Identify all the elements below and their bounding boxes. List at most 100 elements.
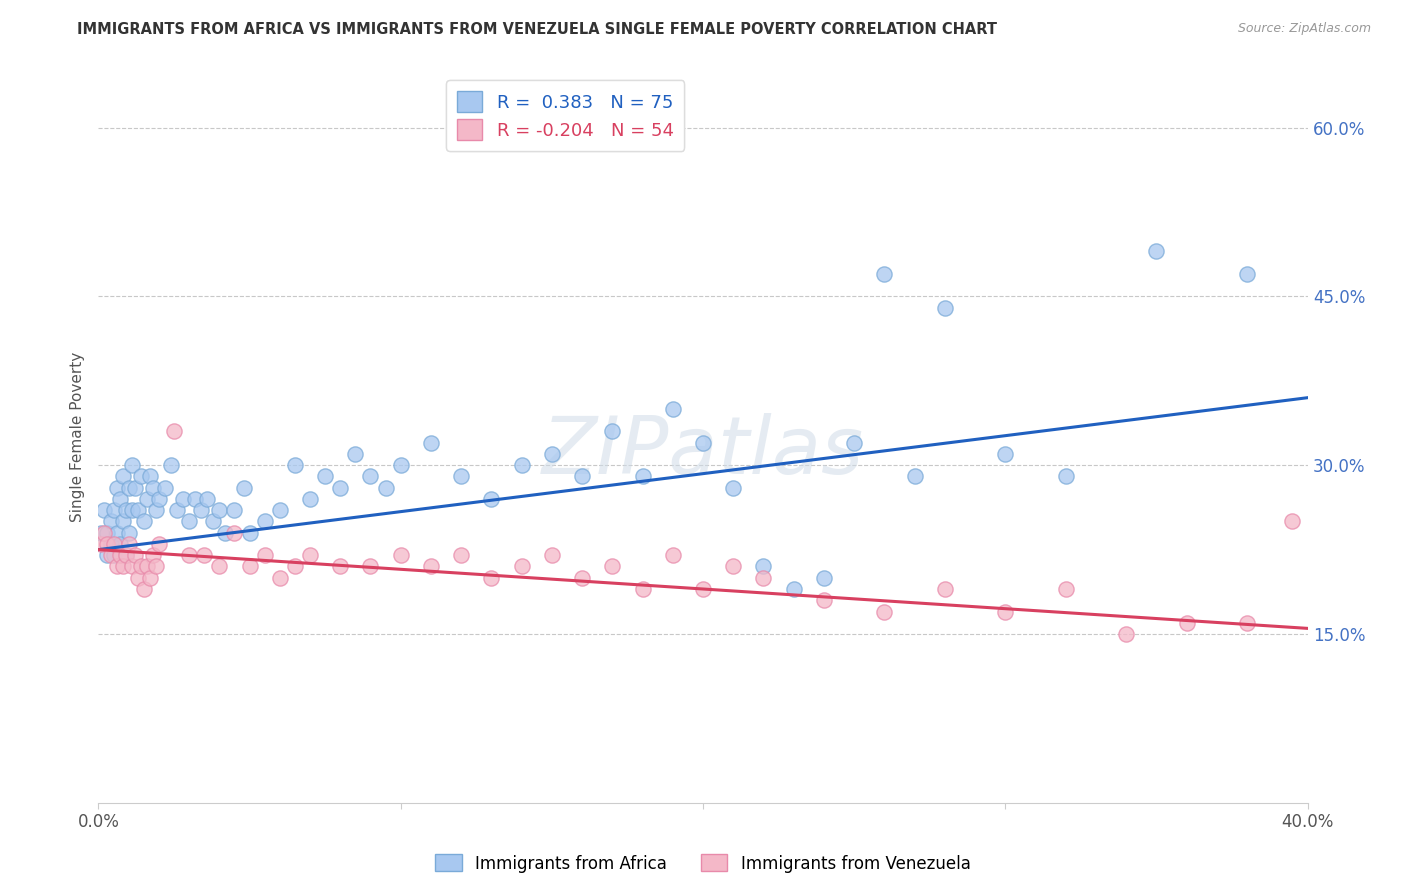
Point (193, 548, 215, 562)
Point (195, 491, 218, 506)
Point (329, 559, 352, 574)
Point (1175, 615, 1198, 630)
Point (142, 481, 165, 495)
Point (420, 435, 443, 450)
Point (344, 447, 367, 461)
Point (121, 559, 143, 574)
Point (114, 548, 136, 562)
Point (253, 515, 276, 529)
Point (148, 537, 170, 551)
Point (129, 559, 152, 574)
Point (111, 515, 134, 529)
Point (571, 469, 593, 483)
Point (103, 548, 125, 562)
Point (108, 491, 131, 506)
Point (208, 559, 231, 574)
Legend: Immigrants from Africa, Immigrants from Venezuela: Immigrants from Africa, Immigrants from … (429, 847, 977, 880)
Point (510, 458, 533, 473)
Point (179, 515, 201, 529)
Point (103, 537, 125, 551)
Point (124, 548, 146, 562)
Point (118, 481, 141, 495)
Point (299, 491, 322, 506)
Point (602, 425, 624, 439)
Point (166, 503, 188, 517)
Point (723, 559, 745, 574)
Point (127, 571, 149, 585)
Point (602, 559, 624, 574)
Point (90, 525, 112, 540)
Point (160, 458, 183, 473)
Point (108, 548, 131, 562)
Point (93, 525, 115, 540)
Point (108, 537, 131, 551)
Point (1115, 627, 1137, 641)
Point (121, 458, 143, 473)
Point (179, 548, 201, 562)
Point (214, 525, 236, 540)
Point (1054, 469, 1077, 483)
Point (190, 503, 212, 517)
Point (1236, 267, 1258, 281)
Point (96, 537, 118, 551)
Text: Source: ZipAtlas.com: Source: ZipAtlas.com (1237, 22, 1371, 36)
Point (904, 469, 927, 483)
Point (284, 559, 307, 574)
Point (135, 559, 157, 574)
Point (100, 548, 122, 562)
Point (1281, 515, 1303, 529)
Point (202, 515, 225, 529)
Point (232, 481, 254, 495)
Point (783, 582, 806, 596)
Point (481, 491, 503, 506)
Point (118, 537, 141, 551)
Point (329, 481, 352, 495)
Point (934, 301, 956, 315)
Point (163, 425, 186, 439)
Point (118, 525, 141, 540)
Point (631, 469, 654, 483)
Point (994, 447, 1017, 461)
Point (96, 548, 118, 562)
Point (239, 525, 262, 540)
Point (813, 571, 835, 585)
Point (571, 571, 593, 585)
Point (269, 571, 291, 585)
Point (124, 481, 146, 495)
Point (389, 458, 412, 473)
Point (450, 548, 472, 562)
Point (105, 481, 128, 495)
Point (631, 582, 654, 596)
Point (132, 582, 155, 596)
Point (132, 515, 155, 529)
Point (723, 481, 745, 495)
Point (269, 503, 291, 517)
Point (752, 571, 775, 585)
Y-axis label: Single Female Poverty: Single Female Poverty (70, 352, 86, 522)
Point (661, 401, 683, 416)
Point (284, 458, 307, 473)
Point (139, 469, 162, 483)
Point (510, 559, 533, 574)
Point (1054, 582, 1077, 596)
Point (873, 605, 896, 619)
Point (100, 537, 122, 551)
Point (145, 503, 167, 517)
Point (208, 503, 231, 517)
Point (389, 548, 412, 562)
Point (994, 605, 1017, 619)
Point (105, 525, 128, 540)
Point (153, 481, 176, 495)
Legend: R =  0.383   N = 75, R = -0.204   N = 54: R = 0.383 N = 75, R = -0.204 N = 54 (446, 80, 685, 151)
Point (93, 503, 115, 517)
Point (224, 503, 246, 517)
Point (540, 447, 562, 461)
Point (111, 469, 134, 483)
Point (299, 548, 322, 562)
Point (540, 548, 562, 562)
Text: ZIPatlas: ZIPatlas (541, 413, 865, 491)
Text: IMMIGRANTS FROM AFRICA VS IMMIGRANTS FROM VENEZUELA SINGLE FEMALE POVERTY CORREL: IMMIGRANTS FROM AFRICA VS IMMIGRANTS FRO… (77, 22, 997, 37)
Point (253, 548, 276, 562)
Point (100, 515, 122, 529)
Point (90, 537, 112, 551)
